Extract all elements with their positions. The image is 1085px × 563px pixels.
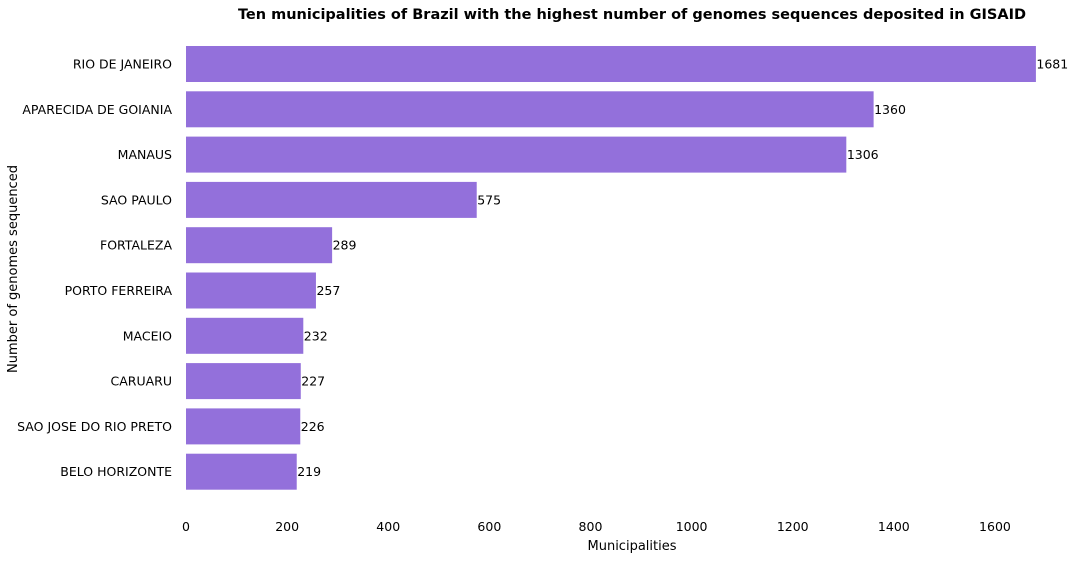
data-label-sao-paulo: 575 — [477, 192, 501, 207]
x-tick-label-1400: 1400 — [878, 519, 910, 534]
category-label-manaus: MANAUS — [118, 147, 172, 162]
x-tick-label-400: 400 — [376, 519, 400, 534]
x-tick-label-800: 800 — [579, 519, 603, 534]
category-label-porto-ferreira: PORTO FERREIRA — [65, 283, 173, 298]
bar-sao-jose-do-rio-preto — [186, 408, 301, 445]
x-tick-label-0: 0 — [182, 519, 190, 534]
data-label-manaus: 1306 — [847, 147, 879, 162]
category-label-sao-jose-do-rio-preto: SAO JOSE DO RIO PRETO — [17, 419, 172, 434]
x-tick-label-200: 200 — [275, 519, 299, 534]
category-label-rio-de-janeiro: RIO DE JANEIRO — [73, 57, 172, 72]
data-label-porto-ferreira: 257 — [316, 283, 340, 298]
bar-sao-paulo — [186, 181, 477, 218]
bar-fortaleza — [186, 227, 333, 264]
data-labels: 1681 1360 1306 575 289 257 232 227 226 219 — [297, 57, 1068, 480]
data-label-aparecida-de-goiania: 1360 — [874, 102, 906, 117]
data-label-belo-horizonte: 219 — [297, 464, 321, 479]
chart-title: Ten municipalities of Brazil with the hi… — [238, 7, 1026, 23]
data-label-rio-de-janeiro: 1681 — [1036, 57, 1068, 72]
x-axis-label: Municipalities — [588, 539, 677, 554]
bar-porto-ferreira — [186, 272, 316, 309]
bar-caruaru — [186, 363, 301, 400]
data-label-sao-jose-do-rio-preto: 226 — [301, 419, 325, 434]
category-label-sao-paulo: SAO PAULO — [101, 192, 172, 207]
x-tick-label-1600: 1600 — [979, 519, 1011, 534]
category-label-aparecida-de-goiania: APARECIDA DE GOIANIA — [22, 102, 172, 117]
bar-manaus — [186, 136, 847, 173]
category-label-caruaru: CARUARU — [111, 374, 173, 389]
category-label-belo-horizonte: BELO HORIZONTE — [60, 464, 172, 479]
y-axis-label: Number of genomes sequenced — [6, 165, 21, 373]
bar-belo-horizonte — [186, 453, 297, 490]
data-label-caruaru: 227 — [301, 374, 325, 389]
x-tick-label-1200: 1200 — [777, 519, 809, 534]
bar-maceio — [186, 317, 304, 354]
category-labels: RIO DE JANEIRO APARECIDA DE GOIANIA MANAUS… — [17, 57, 172, 480]
bar-rio-de-janeiro — [186, 46, 1036, 82]
data-label-fortaleza: 289 — [333, 238, 357, 253]
bars-layer — [186, 46, 1036, 490]
x-tick-label-1000: 1000 — [676, 519, 708, 534]
x-tick-label-600: 600 — [477, 519, 501, 534]
data-label-maceio: 232 — [304, 328, 328, 343]
category-label-fortaleza: FORTALEZA — [100, 238, 172, 253]
category-label-maceio: MACEIO — [123, 328, 172, 343]
x-axis-ticks: 0 200 400 600 800 1000 1200 1400 1600 — [182, 519, 1011, 534]
bar-aparecida-de-goiania — [186, 91, 874, 128]
